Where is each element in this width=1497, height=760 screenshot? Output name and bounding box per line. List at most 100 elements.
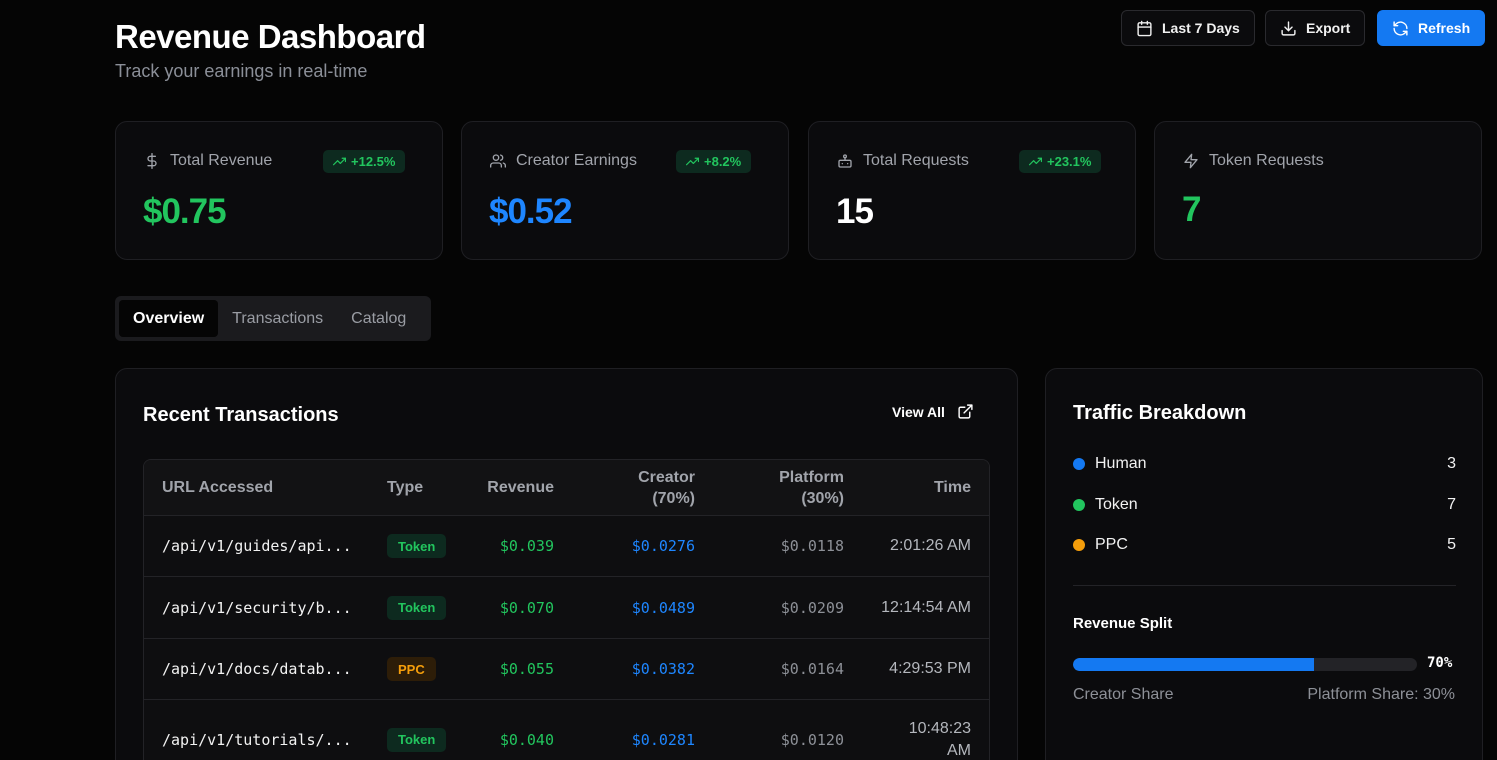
traffic-item-ppc: PPC 5 [1073,536,1456,554]
row-url: /api/v1/tutorials/... [162,730,352,749]
view-all-label: View All [892,403,945,420]
column-header-platform: Platform (30%) [695,460,844,515]
page-subtitle: Track your earnings in real-time [115,61,368,81]
page-title: Revenue Dashboard [115,18,426,55]
table-row[interactable]: /api/v1/security/b... Token $0.070 $0.04… [144,577,989,639]
calendar-icon [1137,20,1152,36]
type-badge: PPC [387,657,436,681]
row-time: 4:29:53 PM [889,660,971,677]
type-badge: Token [387,727,447,752]
column-header-url: URL Accessed [162,479,274,496]
table-row[interactable]: /api/v1/tutorials/... Token $0.040 $0.02… [144,700,989,760]
stat-card-total-requests: Total Requests +23.1% 15 [808,121,1136,260]
stat-change-badge: +23.1% [1019,150,1102,173]
download-icon [1281,20,1296,36]
stat-change-badge: +8.2% [676,150,752,173]
traffic-item-label: Token [1095,496,1138,513]
dollar-icon [147,153,157,169]
panel-title: Recent Transactions [143,404,339,426]
row-platform: $0.0118 [780,537,844,555]
divider [1073,585,1456,586]
stat-value: $0.52 [489,192,573,231]
row-revenue: $0.055 [499,660,554,678]
column-header-platform-line2: (30%) [801,489,844,507]
platform-share-label: Platform Share: 30% [1307,686,1455,703]
column-header-type: Type [387,479,424,496]
column-header-creator-line2: (70%) [652,489,695,507]
view-all-link[interactable]: View All [892,403,974,420]
traffic-item-token: Token 7 [1073,496,1456,514]
stat-value: $0.75 [143,192,227,231]
column-header-creator: Creator (70%) [554,460,695,515]
row-platform: $0.0209 [780,598,844,617]
row-creator: $0.0382 [631,660,695,678]
date-range-button[interactable]: Last 7 Days [1121,10,1255,46]
row-revenue: $0.039 [499,537,554,555]
row-revenue: $0.040 [499,730,554,749]
row-time-line2: AM [947,741,971,759]
transactions-table: URL Accessed Type Revenue Creator (70%) P… [143,459,990,760]
traffic-item-count: 5 [1447,536,1456,553]
bot-icon [838,154,852,168]
panel-title: Traffic Breakdown [1073,402,1247,424]
traffic-item-human: Human 3 [1073,455,1456,473]
row-revenue: $0.070 [499,598,554,617]
trending-up-icon [333,157,346,166]
row-platform: $0.0164 [780,660,844,678]
table-header: URL Accessed Type Revenue Creator (70%) P… [144,460,989,516]
table-row[interactable]: /api/v1/docs/datab... PPC $0.055 $0.0382… [144,639,989,700]
legend-dot [1073,539,1085,551]
stat-card-total-revenue: Total Revenue +12.5% $0.75 [115,121,443,260]
type-badge: Token [387,534,447,558]
revenue-split-fill [1073,658,1314,671]
export-button[interactable]: Export [1265,10,1366,46]
stat-label: Creator Earnings [516,152,637,169]
stat-value: 15 [836,192,874,231]
stat-change-text: +12.5% [351,154,396,169]
export-label: Export [1306,20,1351,36]
zap-icon [1184,153,1198,169]
column-header-creator-line1: Creator [638,468,695,486]
date-range-label: Last 7 Days [1162,20,1240,36]
legend-dot [1073,499,1085,511]
row-creator: $0.0489 [631,598,695,617]
traffic-item-count: 7 [1447,496,1456,513]
row-creator: $0.0281 [631,730,695,749]
row-creator: $0.0276 [631,537,695,555]
trending-up-icon [686,157,699,166]
row-time: 2:01:26 AM [890,537,971,554]
refresh-button[interactable]: Refresh [1377,10,1486,46]
stat-card-creator-earnings: Creator Earnings +8.2% $0.52 [461,121,789,260]
row-url: /api/v1/docs/datab... [162,660,352,678]
tab-overview[interactable]: Overview [119,300,219,337]
trending-up-icon [1029,157,1042,166]
row-time: 12:14:54 AM [881,598,971,616]
row-platform: $0.0120 [780,730,844,749]
tab-transactions[interactable]: Transactions [232,309,324,327]
stat-value: 7 [1182,190,1201,229]
legend-dot [1073,458,1085,470]
refresh-icon [1393,20,1408,36]
external-link-icon [958,404,973,419]
tab-bar: Overview Transactions Catalog [115,296,431,341]
traffic-item-label: Human [1095,455,1147,472]
refresh-label: Refresh [1418,20,1471,36]
recent-transactions-panel: Recent Transactions View All URL Accesse… [115,368,1018,760]
column-header-platform-line1: Platform [779,468,844,486]
row-time-line1: 10:48:23 [908,719,971,737]
traffic-breakdown-panel: Traffic Breakdown Human 3 Token 7 PPC 5 … [1045,368,1483,760]
column-header-revenue: Revenue [487,479,554,496]
stat-change-text: +8.2% [704,154,742,169]
stat-label: Token Requests [1209,152,1324,169]
traffic-item-label: PPC [1095,536,1128,553]
row-time: 10:48:23 AM [844,718,971,760]
revenue-split-percent: 70% [1427,655,1453,671]
revenue-split-bar [1073,658,1417,671]
users-icon [490,154,506,168]
type-badge: Token [387,595,447,620]
tab-catalog[interactable]: Catalog [351,309,407,327]
stat-change-text: +23.1% [1047,154,1092,169]
stat-change-badge: +12.5% [323,150,406,173]
table-row[interactable]: /api/v1/guides/api... Token $0.039 $0.02… [144,516,989,577]
stat-card-token-requests: Token Requests 7 [1154,121,1482,260]
